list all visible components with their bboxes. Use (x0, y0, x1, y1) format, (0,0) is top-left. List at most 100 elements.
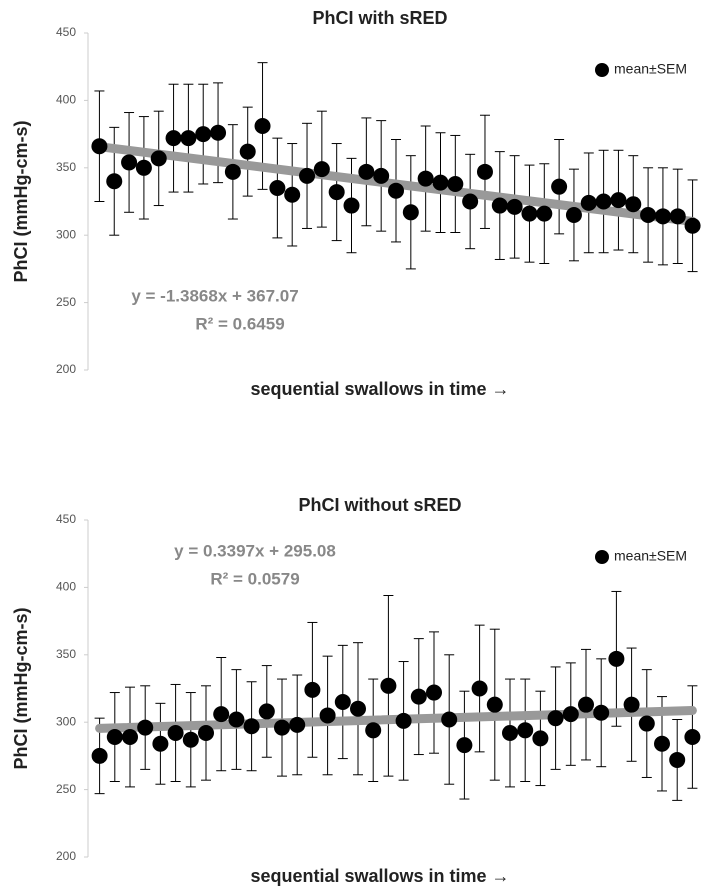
y-tick-label: 450 (56, 25, 76, 39)
y-tick-label: 250 (56, 782, 76, 796)
point (137, 719, 154, 736)
point (239, 143, 256, 160)
point (536, 205, 553, 222)
point (486, 696, 503, 713)
point (441, 711, 458, 728)
point (593, 704, 610, 721)
x-axis-title: sequential swallows in time → (250, 866, 509, 886)
point (198, 724, 214, 741)
point (638, 715, 655, 732)
point (669, 751, 686, 768)
point (213, 706, 230, 723)
point (562, 706, 579, 723)
point (402, 204, 419, 221)
point (654, 735, 670, 752)
point (224, 163, 241, 180)
point (506, 198, 523, 215)
point (388, 182, 404, 199)
point (343, 197, 360, 214)
point (269, 180, 286, 197)
point (150, 150, 167, 167)
point (365, 722, 382, 739)
point (135, 159, 152, 176)
y-tick-label: 350 (56, 647, 76, 661)
point (471, 680, 488, 697)
point (167, 724, 184, 741)
point (502, 724, 518, 741)
legend-marker (595, 550, 609, 564)
point (447, 175, 464, 192)
y-axis-title: PhCI (mmHg-cm-s) (11, 607, 31, 769)
x-axis-title: sequential swallows in time → (250, 379, 509, 399)
point (228, 711, 245, 728)
y-tick-label: 450 (56, 512, 76, 526)
point (284, 186, 301, 203)
chart-title: PhCI with sRED (312, 8, 447, 28)
chart-title: PhCI without sRED (299, 495, 462, 515)
point (122, 729, 138, 746)
point (373, 167, 390, 184)
legend-label: mean±SEM (614, 548, 687, 564)
trend-equation: y = 0.3397x + 295.08 (174, 541, 336, 560)
point (91, 747, 108, 764)
point (578, 696, 594, 713)
point (610, 192, 627, 209)
y-tick-label: 300 (56, 227, 76, 241)
point (380, 677, 397, 694)
point (152, 735, 169, 752)
point (180, 130, 197, 147)
point (328, 184, 345, 201)
point (299, 167, 316, 184)
point (195, 126, 212, 143)
y-tick-label: 400 (56, 580, 76, 594)
point (623, 696, 640, 713)
y-tick-label: 250 (56, 295, 76, 309)
trend-r2: R² = 0.0579 (210, 569, 299, 588)
legend-label: mean±SEM (614, 61, 687, 77)
point (517, 722, 534, 739)
point (625, 196, 642, 213)
y-tick-label: 400 (56, 93, 76, 107)
point (319, 707, 336, 724)
point (456, 737, 473, 754)
point (410, 688, 427, 705)
point (547, 710, 564, 727)
point (580, 194, 597, 211)
point (350, 700, 366, 717)
y-tick-label: 350 (56, 160, 76, 174)
point (669, 208, 686, 225)
point (684, 729, 701, 746)
point (91, 138, 108, 155)
point (165, 130, 182, 147)
point (491, 197, 508, 214)
point (551, 178, 568, 195)
point (313, 161, 330, 178)
point (432, 174, 449, 191)
point (274, 719, 290, 736)
point (476, 163, 493, 180)
point (304, 681, 321, 698)
point (608, 650, 625, 667)
point (521, 205, 538, 222)
point (289, 716, 306, 733)
trend-r2: R² = 0.6459 (195, 314, 284, 333)
point (595, 193, 612, 210)
point (334, 693, 351, 710)
point (182, 731, 199, 748)
point (254, 118, 271, 135)
point (462, 193, 479, 210)
legend-marker (595, 63, 609, 77)
point (532, 730, 549, 747)
point (395, 712, 412, 729)
point (210, 124, 227, 141)
point (106, 173, 123, 190)
point (243, 718, 260, 735)
y-tick-label: 200 (56, 849, 76, 863)
point (684, 217, 701, 234)
point (417, 170, 434, 187)
point (654, 208, 671, 225)
point (106, 729, 123, 746)
point (121, 154, 138, 171)
y-axis-title: PhCI (mmHg-cm-s) (11, 120, 31, 282)
